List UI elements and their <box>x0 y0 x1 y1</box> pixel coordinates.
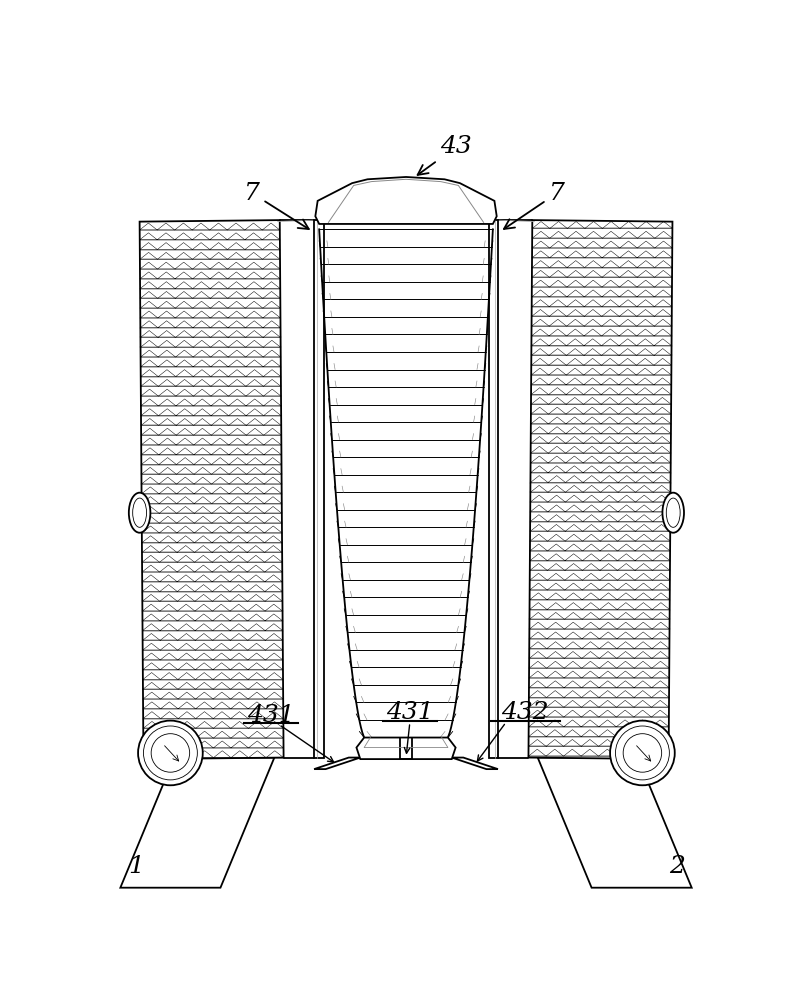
Text: 431: 431 <box>247 704 295 727</box>
Polygon shape <box>121 758 274 888</box>
Ellipse shape <box>610 721 675 785</box>
Polygon shape <box>538 758 691 888</box>
Polygon shape <box>356 738 456 759</box>
Polygon shape <box>528 220 672 759</box>
Text: 7: 7 <box>504 182 565 229</box>
Polygon shape <box>452 758 498 769</box>
Polygon shape <box>320 229 493 738</box>
Text: 7: 7 <box>244 182 308 229</box>
Text: 432: 432 <box>501 701 550 724</box>
Ellipse shape <box>138 721 203 785</box>
Polygon shape <box>314 220 324 758</box>
Ellipse shape <box>128 493 151 533</box>
Text: 43: 43 <box>418 135 472 175</box>
Text: 431: 431 <box>386 701 434 724</box>
Polygon shape <box>314 758 360 769</box>
Text: 1: 1 <box>128 855 144 878</box>
Polygon shape <box>140 220 284 759</box>
Polygon shape <box>489 220 499 758</box>
Text: 2: 2 <box>669 855 685 878</box>
Polygon shape <box>316 177 496 224</box>
Ellipse shape <box>662 493 684 533</box>
